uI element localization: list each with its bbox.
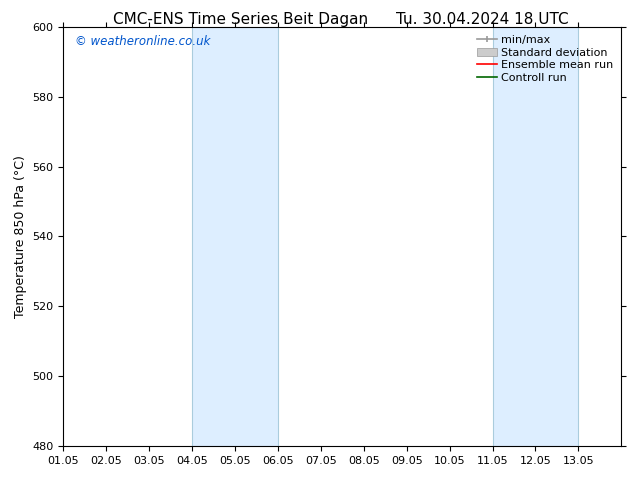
Text: CMC-ENS Time Series Beit Dagan: CMC-ENS Time Series Beit Dagan — [113, 12, 368, 27]
Text: Tu. 30.04.2024 18 UTC: Tu. 30.04.2024 18 UTC — [396, 12, 568, 27]
Legend: min/max, Standard deviation, Ensemble mean run, Controll run: min/max, Standard deviation, Ensemble me… — [472, 30, 618, 88]
Y-axis label: Temperature 850 hPa (°C): Temperature 850 hPa (°C) — [14, 155, 27, 318]
Bar — [493, 27, 578, 446]
Text: © weatheronline.co.uk: © weatheronline.co.uk — [75, 35, 210, 49]
Bar — [192, 27, 278, 446]
